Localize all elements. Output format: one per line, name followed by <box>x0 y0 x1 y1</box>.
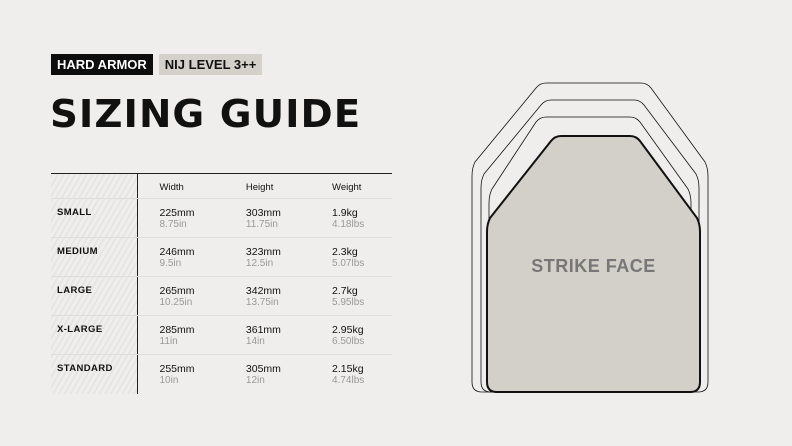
metric-value: 305mm <box>245 363 281 375</box>
table-row: SMALL 225mm 8.75in 303mm 11.75in 1.9kg 4.18lbs <box>51 198 392 238</box>
metric-value: 361mm <box>245 324 281 336</box>
imperial-value: 11.75in <box>245 219 278 230</box>
table-row: STANDARD 255mm 10in 305mm 12in 2.15kg 4.74lbs <box>51 354 392 394</box>
imperial-value: 5.95lbs <box>332 297 365 308</box>
cell: 323mm 12.5in <box>223 237 311 277</box>
metric-value: 285mm <box>159 324 195 336</box>
imperial-value: 8.75in <box>159 219 187 230</box>
cell: 225mm 8.75in <box>137 198 224 238</box>
plate-strike-face <box>486 135 701 393</box>
plate-outline-xlarge <box>471 82 709 393</box>
size-label: STANDARD <box>51 354 138 394</box>
size-label: SMALL <box>51 198 138 238</box>
metric-value: 303mm <box>245 207 281 219</box>
cell: 265mm 10.25in <box>137 276 224 316</box>
metric-value: 265mm <box>159 285 195 297</box>
cell: 255mm 10in <box>137 355 224 394</box>
imperial-value: 6.50lbs <box>332 336 365 347</box>
imperial-value: 10.25in <box>159 297 193 308</box>
page-title: SIZING GUIDE <box>50 92 362 136</box>
metric-value: 2.95kg <box>332 324 364 336</box>
metric-value: 246mm <box>159 246 195 258</box>
metric-value: 255mm <box>159 363 195 375</box>
imperial-value: 5.07lbs <box>332 258 365 269</box>
cell: 2.3kg 5.07lbs <box>310 237 392 277</box>
cell: 246mm 9.5in <box>137 237 224 277</box>
imperial-value: 12in <box>245 375 265 386</box>
cell: 2.95kg 6.50lbs <box>310 315 392 355</box>
size-label: LARGE <box>51 276 138 316</box>
cell: 342mm 13.75in <box>223 276 311 316</box>
cell: 305mm 12in <box>224 355 310 394</box>
imperial-value: 12.5in <box>245 258 274 269</box>
metric-value: 225mm <box>159 207 195 219</box>
tags: HARD ARMOR NIJ LEVEL 3++ <box>51 54 263 75</box>
imperial-value: 9.5in <box>159 258 182 269</box>
metric-value: 323mm <box>245 246 281 258</box>
cell: 303mm 11.75in <box>223 198 311 238</box>
cell: 361mm 14in <box>223 315 311 355</box>
metric-value: 1.9kg <box>332 207 358 219</box>
col-header-height: Height <box>223 173 311 199</box>
size-label: X-LARGE <box>51 315 138 355</box>
col-header-width: Width <box>137 173 224 199</box>
sizing-table: Width Height Weight SMALL 225mm 8.75in 303m… <box>51 173 392 394</box>
corner-cell <box>51 173 138 199</box>
imperial-value: 4.74lbs <box>332 375 365 386</box>
table-row: X-LARGE 285mm 11in 361mm 14in 2.95kg 6.50lbs <box>51 315 392 355</box>
imperial-value: 4.18lbs <box>332 219 365 230</box>
metric-value: 2.7kg <box>332 285 358 297</box>
level-tag: NIJ LEVEL 3++ <box>158 54 263 75</box>
col-header-weight: Weight <box>310 173 392 199</box>
metric-value: 2.15kg <box>332 363 364 375</box>
category-tag: HARD ARMOR <box>51 54 153 75</box>
imperial-value: 14in <box>245 336 265 347</box>
cell: 2.15kg 4.74lbs <box>310 355 392 394</box>
cell: 2.7kg 5.95lbs <box>310 276 392 316</box>
imperial-value: 10in <box>159 375 179 386</box>
table-row: LARGE 265mm 10.25in 342mm 13.75in 2.7kg 5.95lb… <box>51 276 392 316</box>
metric-value: 342mm <box>245 285 281 297</box>
cell: 1.9kg 4.18lbs <box>310 198 392 238</box>
table-row: MEDIUM 246mm 9.5in 323mm 12.5in 2.3kg 5.07lbs <box>51 237 392 277</box>
imperial-value: 11in <box>159 336 178 347</box>
cell: 285mm 11in <box>137 315 224 355</box>
size-label: MEDIUM <box>51 237 138 277</box>
metric-value: 2.3kg <box>332 246 358 258</box>
strike-face-label: STRIKE FACE <box>531 256 656 276</box>
imperial-value: 13.75in <box>245 297 279 308</box>
